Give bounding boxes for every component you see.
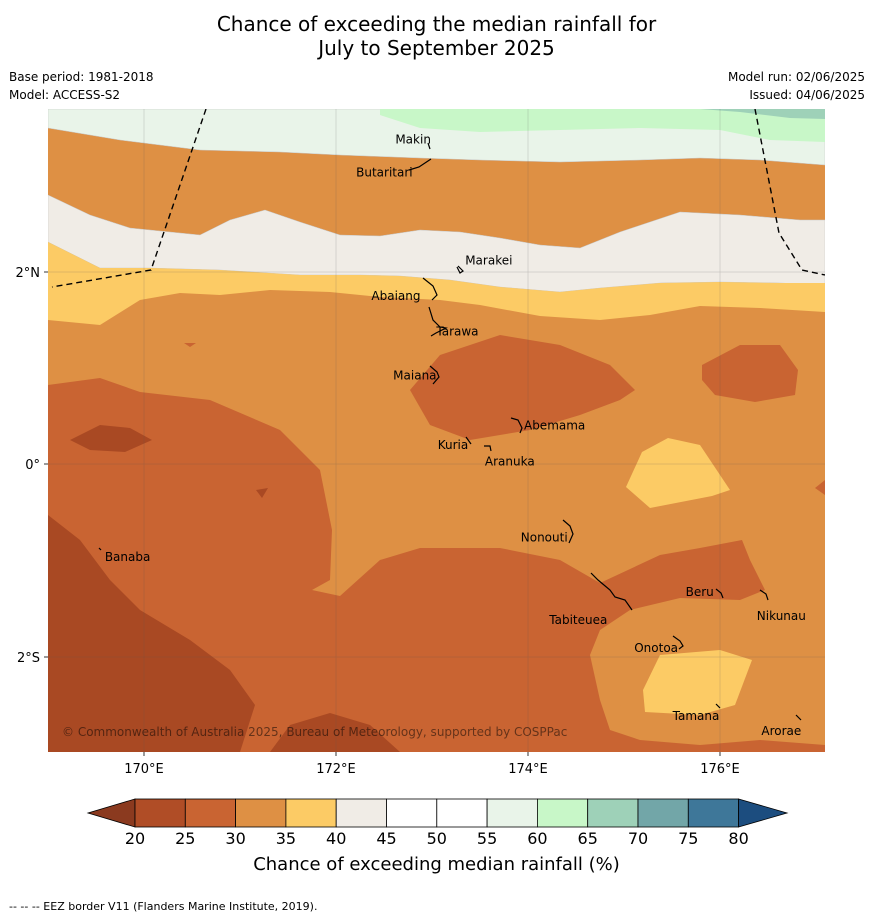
colorbar-segment xyxy=(285,798,337,828)
band-20-25-dot xyxy=(256,488,268,498)
colorbar-tick-label: 70 xyxy=(628,829,648,848)
lat-tick-label: 0° xyxy=(25,458,40,473)
map-panel: Makin Butaritari Marakei Abaiang Tarawa Maian… xyxy=(48,109,825,752)
colorbar-tick-label: 45 xyxy=(376,829,396,848)
colorbar-tick-label: 80 xyxy=(728,829,748,848)
place-label-marakei: Marakei xyxy=(465,253,512,267)
eez-border-east xyxy=(754,109,825,276)
colorbar-over-arrow xyxy=(738,798,789,828)
place-labels: Makin Butaritari Marakei Abaiang Tarawa Maian… xyxy=(105,132,806,738)
band-65-70 xyxy=(700,109,825,119)
gridlines xyxy=(48,109,825,752)
colorbar-tick-label: 60 xyxy=(527,829,547,848)
colorbar-tick-label: 20 xyxy=(125,829,145,848)
colorbar-under-arrow xyxy=(86,798,136,828)
place-label-maiana: Maiana xyxy=(393,368,436,382)
place-label-tarawa: Tarawa xyxy=(435,324,478,338)
base-period-text: Base period: 1981-2018 xyxy=(9,70,154,84)
band-35-40-southeast xyxy=(643,650,752,715)
copyright-text: © Commonwealth of Australia 2025, Bureau… xyxy=(62,725,567,739)
place-label-banaba: Banaba xyxy=(105,550,151,564)
place-label-aranuka: Aranuka xyxy=(485,455,535,469)
place-label-abaiang: Abaiang xyxy=(371,289,420,303)
colorbar: 20 25 30 35 40 45 50 55 60 65 70 75 80 xyxy=(86,798,789,848)
band-35-40 xyxy=(48,242,825,325)
colorbar-tick-label: 30 xyxy=(225,829,245,848)
issued-text: Issued: 04/06/2025 xyxy=(749,88,865,102)
axis-ticks xyxy=(44,271,721,756)
colorbar-tick-label: 65 xyxy=(578,829,598,848)
colorbar-tick-label: 55 xyxy=(477,829,497,848)
lon-tick-label: 170°E xyxy=(124,762,164,777)
band-35-40-center xyxy=(626,438,730,508)
place-label-nonouti: Nonouti xyxy=(521,530,568,544)
colorbar-segment xyxy=(537,798,589,828)
band-25-30-edge xyxy=(815,480,825,495)
band-60-65 xyxy=(380,109,825,142)
place-label-arorae: Arorae xyxy=(761,724,801,738)
metadata-left: Base period: 1981-2018 Model: ACCESS-S2 xyxy=(9,68,154,104)
place-label-onotoa: Onotoa xyxy=(634,641,678,655)
metadata-right: Model run: 02/06/2025 Issued: 04/06/2025 xyxy=(728,68,865,104)
band-25-30-main xyxy=(48,378,825,752)
colorbar-segment xyxy=(235,798,287,828)
axis-labels: 170°E 172°E 174°E 176°E 2°N 0° 2°S xyxy=(16,266,740,777)
place-label-tamana: Tamana xyxy=(672,709,720,723)
island-outlines xyxy=(98,142,802,721)
map-title: Chance of exceeding the median rainfall … xyxy=(0,12,873,60)
lat-tick-label: 2°N xyxy=(16,266,41,281)
colorbar-segment xyxy=(436,798,488,828)
title-line-2: July to September 2025 xyxy=(318,36,555,60)
model-run-text: Model run: 02/06/2025 xyxy=(727,70,865,84)
colorbar-tick-label: 35 xyxy=(276,829,296,848)
band-20-25-south xyxy=(270,713,400,752)
place-label-butaritari: Butaritari xyxy=(356,165,413,179)
title-line-1: Chance of exceeding the median rainfall … xyxy=(216,12,657,36)
colorbar-tick-label: 25 xyxy=(175,829,195,848)
place-label-kuria: Kuria xyxy=(438,438,469,452)
colorbar-label: Chance of exceeding median rainfall (%) xyxy=(253,854,620,875)
eez-border-west xyxy=(51,109,207,288)
colorbar-segment xyxy=(134,798,186,828)
place-label-makin: Makin xyxy=(395,132,431,146)
colorbar-segment xyxy=(637,798,689,828)
eez-footnote: -- -- -- EEZ border V11 (Flanders Marine… xyxy=(9,900,318,913)
colorbar-segment xyxy=(335,798,387,828)
lon-tick-label: 174°E xyxy=(508,762,548,777)
band-20-25-southwest xyxy=(48,515,255,752)
colorbar-segment xyxy=(687,798,739,828)
band-20-25-dot-2 xyxy=(184,343,196,347)
place-label-beru: Beru xyxy=(686,585,714,599)
band-25-30-east xyxy=(702,345,798,402)
band-20-25-west xyxy=(70,425,152,452)
place-label-abemama: Abemama xyxy=(524,418,585,432)
band-25-30-central xyxy=(410,335,635,440)
colorbar-segment xyxy=(486,798,538,828)
place-label-nikunau: Nikunau xyxy=(757,609,806,623)
colorbar-tick-label: 50 xyxy=(427,829,447,848)
lat-tick-label: 2°S xyxy=(17,651,40,666)
place-label-tabiteuea: Tabiteuea xyxy=(548,613,607,627)
colorbar-segment xyxy=(184,798,237,828)
lon-tick-label: 172°E xyxy=(316,762,356,777)
colorbar-tick-label: 40 xyxy=(326,829,346,848)
lon-tick-label: 176°E xyxy=(700,762,740,777)
colorbar-tick-label: 75 xyxy=(678,829,698,848)
model-text: Model: ACCESS-S2 xyxy=(9,88,121,102)
colorbar-segment xyxy=(587,798,639,828)
colorbar-segment xyxy=(386,798,438,828)
